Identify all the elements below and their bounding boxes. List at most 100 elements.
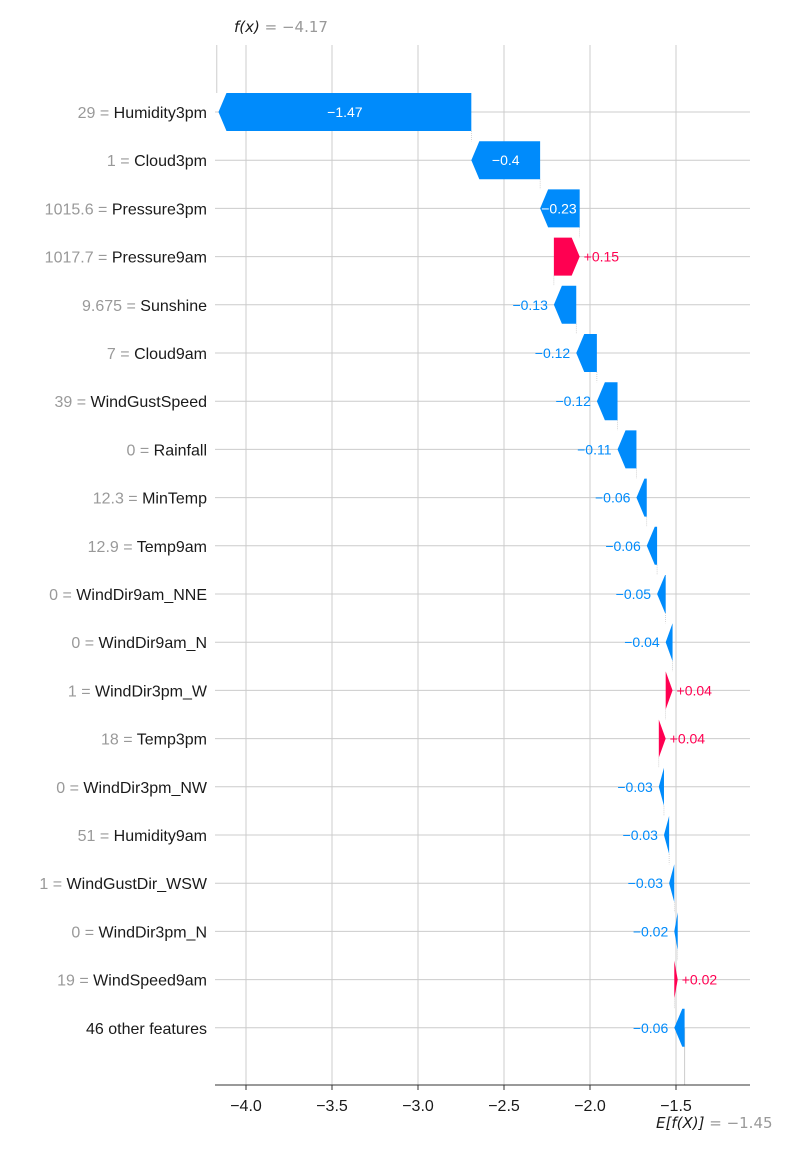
bar-value-label: −0.02 [633,923,669,939]
waterfall-bar [663,816,670,854]
axis-layer: −4.0 −3.5 −3.0 −2.5 −2.0 −1.5 [215,1084,750,1115]
waterfall-bar [553,285,577,324]
bar-value-label: −0.03 [623,827,659,843]
feature-label: 0 = WindDir3pm_N [71,924,207,941]
x-tick-label: −4.0 [230,1098,262,1115]
feature-label: 0 = Rainfall [127,442,208,459]
base-label: E[f(X)] [656,1114,705,1132]
feature-value: 51 = [78,828,114,845]
x-tick-label: −3.5 [316,1098,348,1115]
x-tick-label: −1.5 [660,1098,692,1115]
base-value: −1.45 [727,1114,773,1132]
waterfall-bar [218,93,472,131]
feature-label: 18 = Temp3pm [101,732,207,749]
feature-name: WindDir9am_NNE [76,587,207,604]
bar-value-label: +0.15 [584,249,620,265]
bar-value-label: −0.13 [512,297,548,313]
waterfall-bar [576,334,597,372]
feature-label: 1 = Cloud3pm [107,153,207,170]
bar-value-label: −0.23 [541,200,577,216]
feature-label: 12.9 = Temp9am [88,539,207,556]
bar-value-label: −0.4 [492,152,520,168]
feature-label: 1015.6 = Pressure3pm [45,201,207,218]
feature-name: WindDir9am_N [99,635,207,652]
feature-name: WindGustDir_WSW [67,876,208,893]
feature-value: 0 = [49,587,76,604]
bar-value-label: −0.12 [535,345,571,361]
feature-name: WindDir3pm_NW [83,780,207,797]
waterfall-bar [669,864,675,903]
fx-annotation: f(x) = −4.17 [234,18,328,36]
waterfall-bar [658,719,666,758]
label-layer: −1.47 29 = Humidity3pm −0.4 1 = Cloud3pm −0.… [39,104,717,1038]
bar-value-label: −0.03 [628,875,664,891]
waterfall-bar [665,671,673,710]
feature-name: Cloud3pm [134,153,207,170]
waterfall-bar [665,623,673,662]
feature-value: 0 = [127,442,154,459]
feature-name: Temp9am [137,539,207,556]
feature-value: 0 = [56,780,83,797]
feature-name: Humidity9am [114,828,207,845]
feature-name: WindDir3pm_N [99,924,207,941]
feature-value: 1 = [39,876,66,893]
feature-value: 19 = [57,973,93,990]
bar-value-label: −0.06 [595,490,631,506]
waterfall-bar [674,1008,685,1047]
feature-label: 0 = WindDir9am_N [71,635,207,652]
feature-name: WindSpeed9am [93,973,207,990]
feature-label: 0 = WindDir3pm_NW [56,780,208,797]
bar-value-label: −0.06 [633,1020,669,1036]
bar-value-label: −0.06 [605,538,641,554]
waterfall-bar [674,912,678,951]
feature-name: Cloud9am [134,346,207,363]
feature-value: 0 = [71,635,98,652]
x-tick-label: −2.0 [574,1098,606,1115]
feature-value: 0 = [71,924,98,941]
feature-value: 1015.6 = [45,201,112,218]
feature-label: 1 = WindDir3pm_W [68,683,208,700]
feature-name: Pressure9am [112,250,207,267]
feature-name: Temp3pm [137,732,207,749]
feature-value: 39 = [54,394,90,411]
feature-value: 12.3 = [93,491,142,508]
feature-label: 19 = WindSpeed9am [57,973,207,990]
bar-value-label: −0.03 [617,779,653,795]
bar-layer [218,93,685,1047]
feature-name: MinTemp [142,491,207,508]
waterfall-bar [658,767,664,806]
feature-name: 46 other features [86,1021,207,1038]
base-annotation: E[f(X)] = −1.45 [656,1114,773,1132]
waterfall-bar [617,430,637,469]
feature-value: 7 = [107,346,134,363]
fx-value: −4.17 [282,18,328,36]
waterfall-bar [636,478,647,517]
bar-value-label: −0.05 [616,586,652,602]
feature-name: Pressure3pm [112,201,207,218]
feature-value: 1 = [107,153,134,170]
feature-label: 0 = WindDir9am_NNE [49,587,207,604]
feature-label: 1017.7 = Pressure9am [45,250,207,267]
grid-layer [215,45,750,1085]
waterfall-bar [657,575,666,613]
bar-value-label: −1.47 [327,104,363,120]
fx-label: f(x) [234,18,260,36]
feature-value: 9.675 = [82,298,140,315]
feature-label: 46 other features [86,1021,207,1038]
bar-value-label: −0.12 [555,393,591,409]
feature-label: 51 = Humidity9am [78,828,207,845]
waterfall-bar [596,382,618,421]
feature-name: WindGustSpeed [90,394,207,411]
feature-label: 1 = WindGustDir_WSW [39,876,207,893]
feature-label: 29 = Humidity3pm [78,105,207,122]
feature-value: 12.9 = [88,539,137,556]
feature-value: 1 = [68,683,95,700]
waterfall-bar [540,189,580,228]
waterfall-bar [471,141,541,180]
feature-value: 29 = [78,105,114,122]
x-tick-label: −2.5 [488,1098,520,1115]
feature-name: Rainfall [154,442,207,459]
bar-value-label: −0.04 [624,634,660,650]
feature-name: Sunshine [140,298,207,315]
feature-label: 39 = WindGustSpeed [54,394,207,411]
